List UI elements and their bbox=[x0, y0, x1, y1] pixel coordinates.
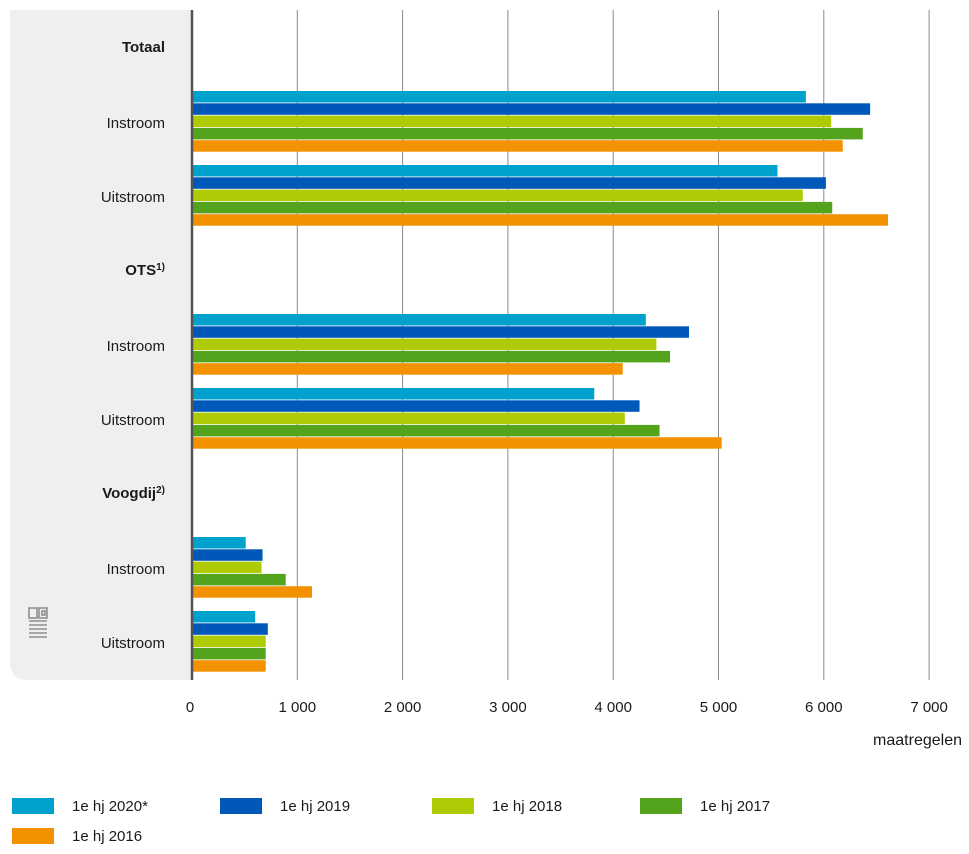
bar bbox=[193, 103, 871, 115]
legend-label: 1e hj 2018 bbox=[492, 797, 563, 815]
group-label-text: Totaal bbox=[122, 39, 165, 56]
category-label: Uitstroom bbox=[101, 412, 165, 429]
group-label-text: OTS bbox=[125, 262, 156, 279]
bar bbox=[193, 424, 660, 437]
x-tick-label: 3 000 bbox=[489, 699, 527, 716]
bar bbox=[193, 561, 262, 574]
bar bbox=[193, 326, 690, 338]
x-tick-label: 1 000 bbox=[279, 699, 317, 716]
legend-swatch bbox=[12, 798, 54, 814]
bar bbox=[193, 127, 863, 140]
legend-item: 1e hj 2016 bbox=[12, 826, 142, 846]
chart-svg: Totaal OTS1) Voogdij2) Instroom Uitstroom Ins… bbox=[10, 10, 962, 749]
x-tick-label: 4 000 bbox=[594, 699, 632, 716]
bar bbox=[193, 623, 268, 635]
legend-label: 1e hj 2019 bbox=[280, 797, 351, 815]
bar bbox=[193, 189, 803, 202]
bar bbox=[193, 412, 625, 425]
bar bbox=[193, 140, 843, 152]
legend-label: 1e hj 2020* bbox=[72, 797, 148, 815]
x-tick-label: 5 000 bbox=[700, 699, 738, 716]
bar bbox=[193, 314, 646, 326]
group-label: Voogdij2) bbox=[102, 485, 165, 502]
group-label-superscript: 2) bbox=[156, 485, 165, 496]
legend-swatch bbox=[12, 828, 54, 844]
legend-label: 1e hj 2017 bbox=[700, 797, 771, 815]
category-label: Instroom bbox=[107, 115, 165, 132]
bar bbox=[193, 115, 832, 128]
cbs-logo bbox=[28, 607, 48, 638]
group-label: OTS1) bbox=[125, 262, 165, 279]
category-label: Uitstroom bbox=[101, 189, 165, 206]
bar bbox=[193, 177, 826, 189]
legend-item: 1e hj 2018 bbox=[432, 796, 562, 816]
legend-item: 1e hj 2017 bbox=[640, 796, 770, 816]
bar bbox=[193, 388, 595, 400]
category-labels: Totaal OTS1) Voogdij2) Instroom Uitstroom Ins… bbox=[101, 39, 165, 652]
bar bbox=[193, 91, 806, 103]
category-label: Instroom bbox=[107, 561, 165, 578]
bar bbox=[193, 437, 722, 449]
bar bbox=[193, 350, 671, 363]
bar bbox=[193, 573, 286, 586]
category-label: Uitstroom bbox=[101, 635, 165, 652]
x-tick-label: 7 000 bbox=[910, 699, 948, 716]
category-panel-background bbox=[10, 10, 192, 680]
bar bbox=[193, 635, 266, 648]
bar bbox=[193, 400, 640, 412]
bar bbox=[193, 214, 889, 226]
group-label: Totaal bbox=[122, 39, 165, 56]
bar bbox=[193, 611, 256, 623]
x-tick-label: 2 000 bbox=[384, 699, 422, 716]
legend-swatch bbox=[640, 798, 682, 814]
bar bbox=[193, 549, 263, 561]
category-label: Instroom bbox=[107, 338, 165, 355]
bar bbox=[193, 363, 623, 375]
bar bbox=[193, 586, 313, 598]
bar bbox=[193, 201, 833, 214]
bar bbox=[193, 338, 657, 351]
legend-label: 1e hj 2016 bbox=[72, 827, 143, 845]
x-axis-title: maatregelen bbox=[873, 732, 962, 749]
group-label-text: Voogdij bbox=[102, 485, 156, 502]
bar bbox=[193, 537, 246, 549]
legend-item: 1e hj 2019 bbox=[220, 796, 350, 816]
bar bbox=[193, 660, 266, 672]
x-tick-label: 0 bbox=[186, 699, 194, 716]
legend-swatch bbox=[432, 798, 474, 814]
bar bbox=[193, 165, 778, 177]
x-tick-labels: 0 1 000 2 000 3 000 4 000 5 000 6 000 7 000 bbox=[186, 699, 948, 716]
legend-swatch bbox=[220, 798, 262, 814]
bar bbox=[193, 647, 266, 660]
x-tick-label: 6 000 bbox=[805, 699, 843, 716]
legend-item: 1e hj 2020* bbox=[12, 796, 148, 816]
group-label-superscript: 1) bbox=[156, 262, 165, 273]
bars bbox=[193, 91, 889, 672]
